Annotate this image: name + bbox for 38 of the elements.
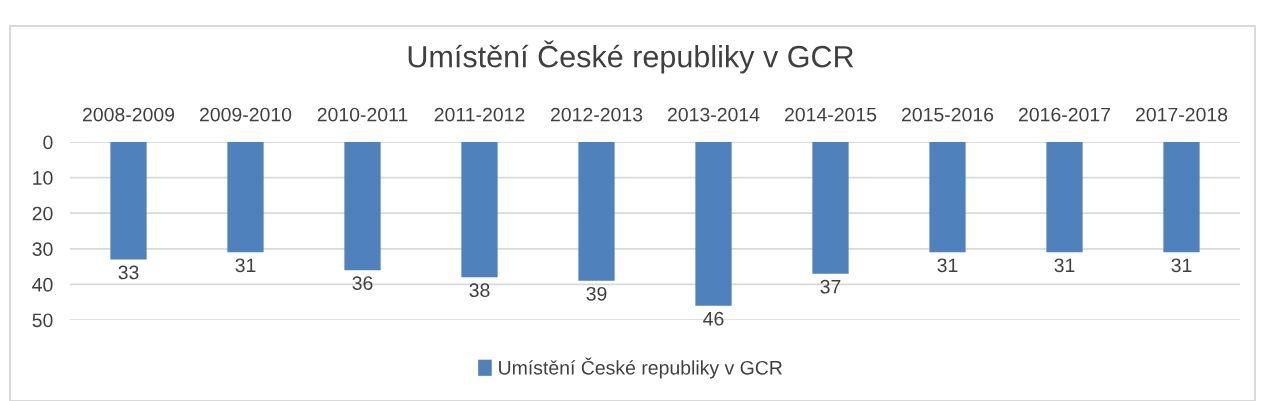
bar bbox=[929, 142, 966, 253]
x-tick-label: 2011-2012 bbox=[434, 107, 525, 122]
bar bbox=[1046, 142, 1083, 253]
bar bbox=[227, 142, 264, 253]
bar bbox=[461, 142, 498, 278]
bar bbox=[344, 142, 381, 271]
data-label: 31 bbox=[235, 258, 256, 273]
x-tick-label: 2015-2016 bbox=[901, 107, 994, 122]
x-tick-label: 2017-2018 bbox=[1135, 107, 1228, 122]
x-tick-label: 2009-2010 bbox=[199, 107, 292, 122]
y-tick-label: 40 bbox=[32, 277, 53, 292]
y-tick-label: 20 bbox=[32, 206, 53, 221]
data-label: 31 bbox=[1054, 258, 1075, 273]
data-label: 37 bbox=[820, 279, 841, 294]
data-label: 38 bbox=[469, 283, 490, 298]
x-tick-label: 2008-2009 bbox=[82, 107, 175, 122]
data-label: 31 bbox=[937, 258, 958, 273]
bar bbox=[695, 142, 732, 306]
data-label: 39 bbox=[586, 286, 607, 301]
y-tick-label: 30 bbox=[32, 242, 53, 257]
y-tick-label: 0 bbox=[43, 135, 53, 150]
x-tick-label: 2014-2015 bbox=[784, 107, 877, 122]
legend-label: Umístění České republiky v GCR bbox=[499, 357, 782, 379]
y-tick-label: 10 bbox=[33, 171, 53, 185]
x-tick-label: 2016-2017 bbox=[1018, 107, 1111, 122]
x-tick-label: 2012-2013 bbox=[550, 107, 643, 122]
bar bbox=[1163, 142, 1200, 253]
y-tick-label: 50 bbox=[32, 313, 53, 328]
chart-title: Umístění České republiky v GCR bbox=[408, 40, 854, 74]
data-label: 33 bbox=[118, 265, 139, 280]
x-tick-label: 2013-2014 bbox=[667, 107, 760, 122]
data-label: 36 bbox=[352, 276, 373, 290]
bar bbox=[578, 142, 615, 281]
bar bbox=[110, 142, 147, 260]
data-label: 31 bbox=[1171, 258, 1192, 273]
bar bbox=[812, 142, 849, 274]
data-label: 46 bbox=[703, 311, 724, 326]
x-tick-label: 2010-2011 bbox=[317, 107, 408, 122]
